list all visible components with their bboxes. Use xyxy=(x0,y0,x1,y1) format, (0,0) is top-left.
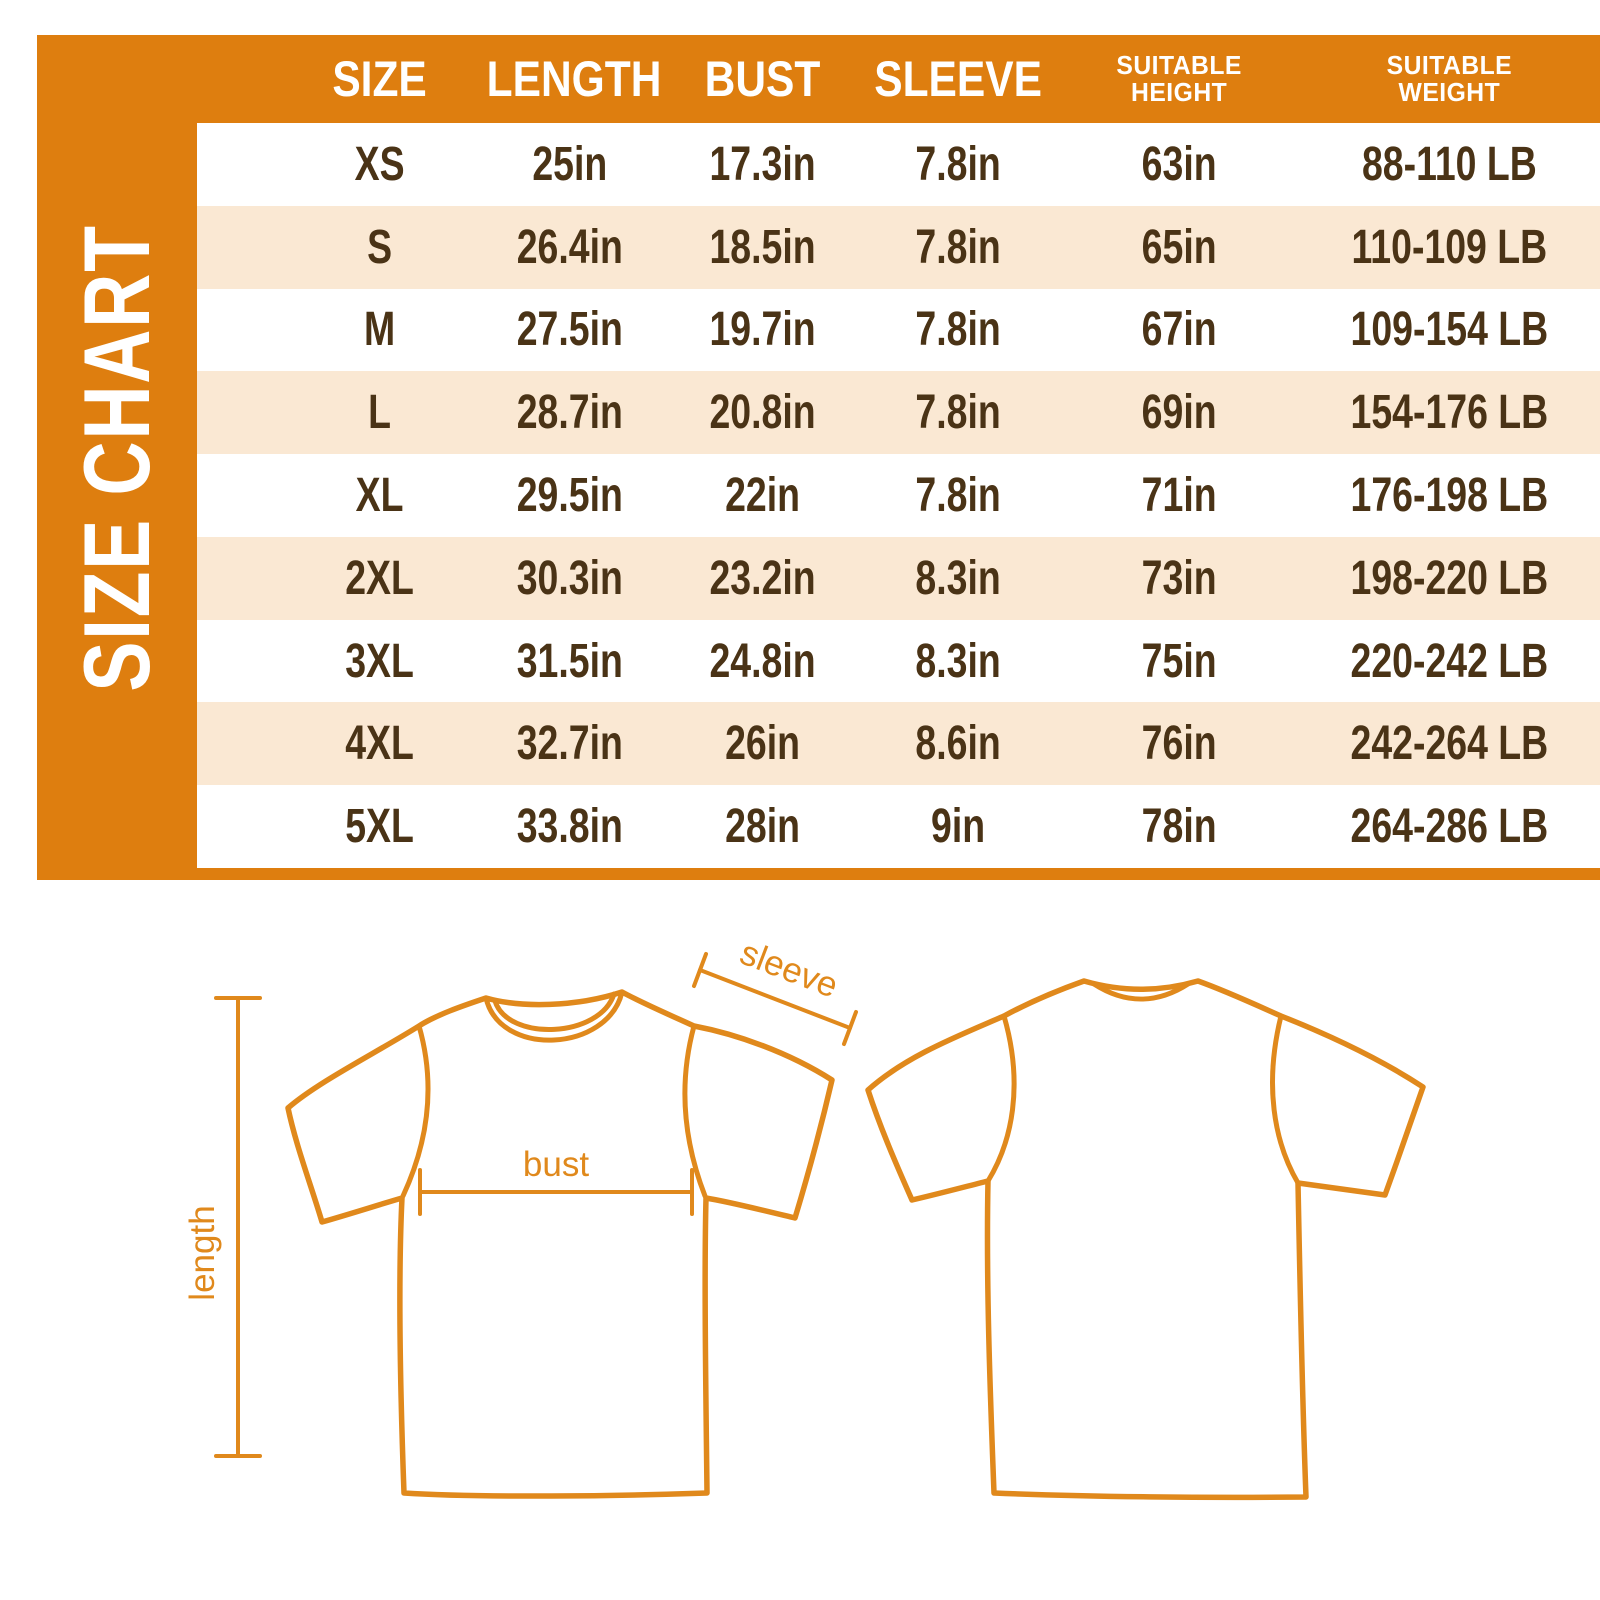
bust-cell: 26in xyxy=(724,717,800,771)
table-header-row: SIZE LENGTH BUST SLEEVE SUITABLE HEIGHT … xyxy=(197,35,1600,123)
table-row-m: M 27.5in 19.7in 7.8in 67in 109-154 LB xyxy=(197,288,1600,372)
front-left-armhole-seam xyxy=(400,1023,431,1199)
length-cell: 26.4in xyxy=(516,220,624,274)
length-cell: 30.3in xyxy=(516,551,624,605)
table-row-l: L 28.7in 20.8in 7.8in 69in 154-176 LB xyxy=(197,371,1600,455)
size-cell: 4XL xyxy=(345,717,414,771)
panel-title-text: SIZE CHART xyxy=(64,223,169,692)
panel-title: SIZE CHART xyxy=(37,35,197,880)
sleeve-measure-tick-end xyxy=(842,1010,858,1046)
sleeve-cell: 7.8in xyxy=(915,220,1001,274)
height-cell: 69in xyxy=(1141,386,1217,440)
size-cell: S xyxy=(367,220,393,274)
sleeve-cell: 7.8in xyxy=(915,137,1001,191)
height-cell: 76in xyxy=(1141,717,1217,771)
length-cell: 32.7in xyxy=(516,717,624,771)
bust-cell: 20.8in xyxy=(709,386,816,440)
size-cell: 3XL xyxy=(345,634,414,688)
height-cell: 73in xyxy=(1141,551,1217,605)
weight-cell: 220-242 LB xyxy=(1350,634,1549,688)
height-cell: 75in xyxy=(1141,634,1217,688)
front-right-armhole-seam xyxy=(682,1023,708,1199)
height-cell: 67in xyxy=(1141,303,1217,357)
bust-cell: 22in xyxy=(724,469,800,523)
length-cell: 25in xyxy=(532,137,608,191)
front-collar-outer-arc xyxy=(483,989,625,1043)
col-header-suitable-weight: SUITABLE WEIGHT xyxy=(1386,49,1513,107)
sleeve-cell: 7.8in xyxy=(915,386,1001,440)
sleeve-cell: 9in xyxy=(930,800,985,854)
sleeve-cell: 7.8in xyxy=(915,469,1001,523)
bust-measure: bust xyxy=(418,1145,694,1216)
length-cell: 29.5in xyxy=(516,469,624,523)
length-label: length xyxy=(183,1205,222,1300)
table-row-2xl: 2XL 30.3in 23.2in 8.3in 73in 198-220 LB xyxy=(197,536,1600,620)
table-row-3xl: 3XL 31.5in 24.8in 8.3in 75in 220-242 LB xyxy=(197,619,1600,703)
weight-cell: 88-110 LB xyxy=(1362,137,1538,191)
length-cell: 27.5in xyxy=(516,303,624,357)
table-row-5xl: 5XL 33.8in 28in 9in 78in 264-286 LB xyxy=(197,785,1600,869)
height-cell: 78in xyxy=(1141,800,1217,854)
sleeve-cell: 8.3in xyxy=(915,551,1001,605)
sleeve-cell: 7.8in xyxy=(915,303,1001,357)
sleeve-label: sleeve xyxy=(735,933,843,1006)
front-collar-inner-arc xyxy=(492,991,617,1032)
bust-cell: 24.8in xyxy=(709,634,816,688)
weight-cell: 198-220 LB xyxy=(1350,551,1549,605)
back-left-armhole-seam xyxy=(985,1013,1017,1184)
size-table: SIZE LENGTH BUST SLEEVE SUITABLE HEIGHT … xyxy=(197,35,1600,869)
col-header-size: SIZE xyxy=(332,50,427,107)
bust-cell: 18.5in xyxy=(709,220,816,274)
height-cell: 71in xyxy=(1141,469,1217,523)
height-cell: 63in xyxy=(1141,137,1217,191)
length-measure: length xyxy=(183,996,262,1458)
size-chart-panel: SIZE CHART SIZE LENGTH BUST SLEEVE SUITA… xyxy=(37,35,1600,880)
height-cell: 65in xyxy=(1141,220,1217,274)
weight-cell: 154-176 LB xyxy=(1350,386,1549,440)
back-right-armhole-seam xyxy=(1270,1013,1301,1186)
measurement-diagram: sleeve bust length xyxy=(183,933,1426,1501)
sleeve-cell: 8.3in xyxy=(915,634,1001,688)
sleeve-cell: 8.6in xyxy=(915,717,1001,771)
bust-cell: 28in xyxy=(724,800,800,854)
size-cell: 5XL xyxy=(345,800,414,854)
weight-cell: 109-154 LB xyxy=(1350,303,1549,357)
col-header-bust: BUST xyxy=(704,50,821,107)
sleeve-measure-tick-start xyxy=(692,952,708,988)
length-cell: 28.7in xyxy=(516,386,624,440)
table-row-s: S 26.4in 18.5in 7.8in 65in 110-109 LB xyxy=(197,205,1600,289)
front-shirt-outline xyxy=(285,989,835,1499)
size-cell: L xyxy=(368,386,391,440)
weight-cell: 242-264 LB xyxy=(1350,717,1549,771)
back-shirt-body xyxy=(865,978,1426,1501)
col-header-suitable-height: SUITABLE HEIGHT xyxy=(1116,49,1242,107)
size-cell: 2XL xyxy=(345,551,414,605)
length-cell: 31.5in xyxy=(516,634,624,688)
length-cell: 33.8in xyxy=(516,800,624,854)
bust-cell: 17.3in xyxy=(709,137,816,191)
size-cell: XL xyxy=(355,469,404,523)
front-shirt-body xyxy=(285,989,835,1499)
weight-cell: 176-198 LB xyxy=(1350,469,1549,523)
back-shirt-outline xyxy=(865,978,1426,1501)
sleeve-measure: sleeve xyxy=(692,933,858,1046)
col-header-length: LENGTH xyxy=(486,50,662,107)
table-row-4xl: 4XL 32.7in 26in 8.6in 76in 242-264 LB xyxy=(197,702,1600,786)
size-cell: M xyxy=(363,303,396,357)
weight-cell: 110-109 LB xyxy=(1351,220,1548,274)
col-header-sleeve: SLEEVE xyxy=(874,50,1042,107)
bust-cell: 23.2in xyxy=(709,551,816,605)
table-row-xl: XL 29.5in 22in 7.8in 71in 176-198 LB xyxy=(197,454,1600,537)
back-collar-band-arc xyxy=(1091,981,1191,1002)
size-cell: XS xyxy=(354,137,405,191)
bust-cell: 19.7in xyxy=(709,303,816,357)
table-row-xs: XS 25in 17.3in 7.8in 63in 88-110 LB xyxy=(197,123,1600,206)
weight-cell: 264-286 LB xyxy=(1350,800,1549,854)
bust-label: bust xyxy=(523,1145,589,1184)
sleeve-measure-line xyxy=(698,968,852,1030)
